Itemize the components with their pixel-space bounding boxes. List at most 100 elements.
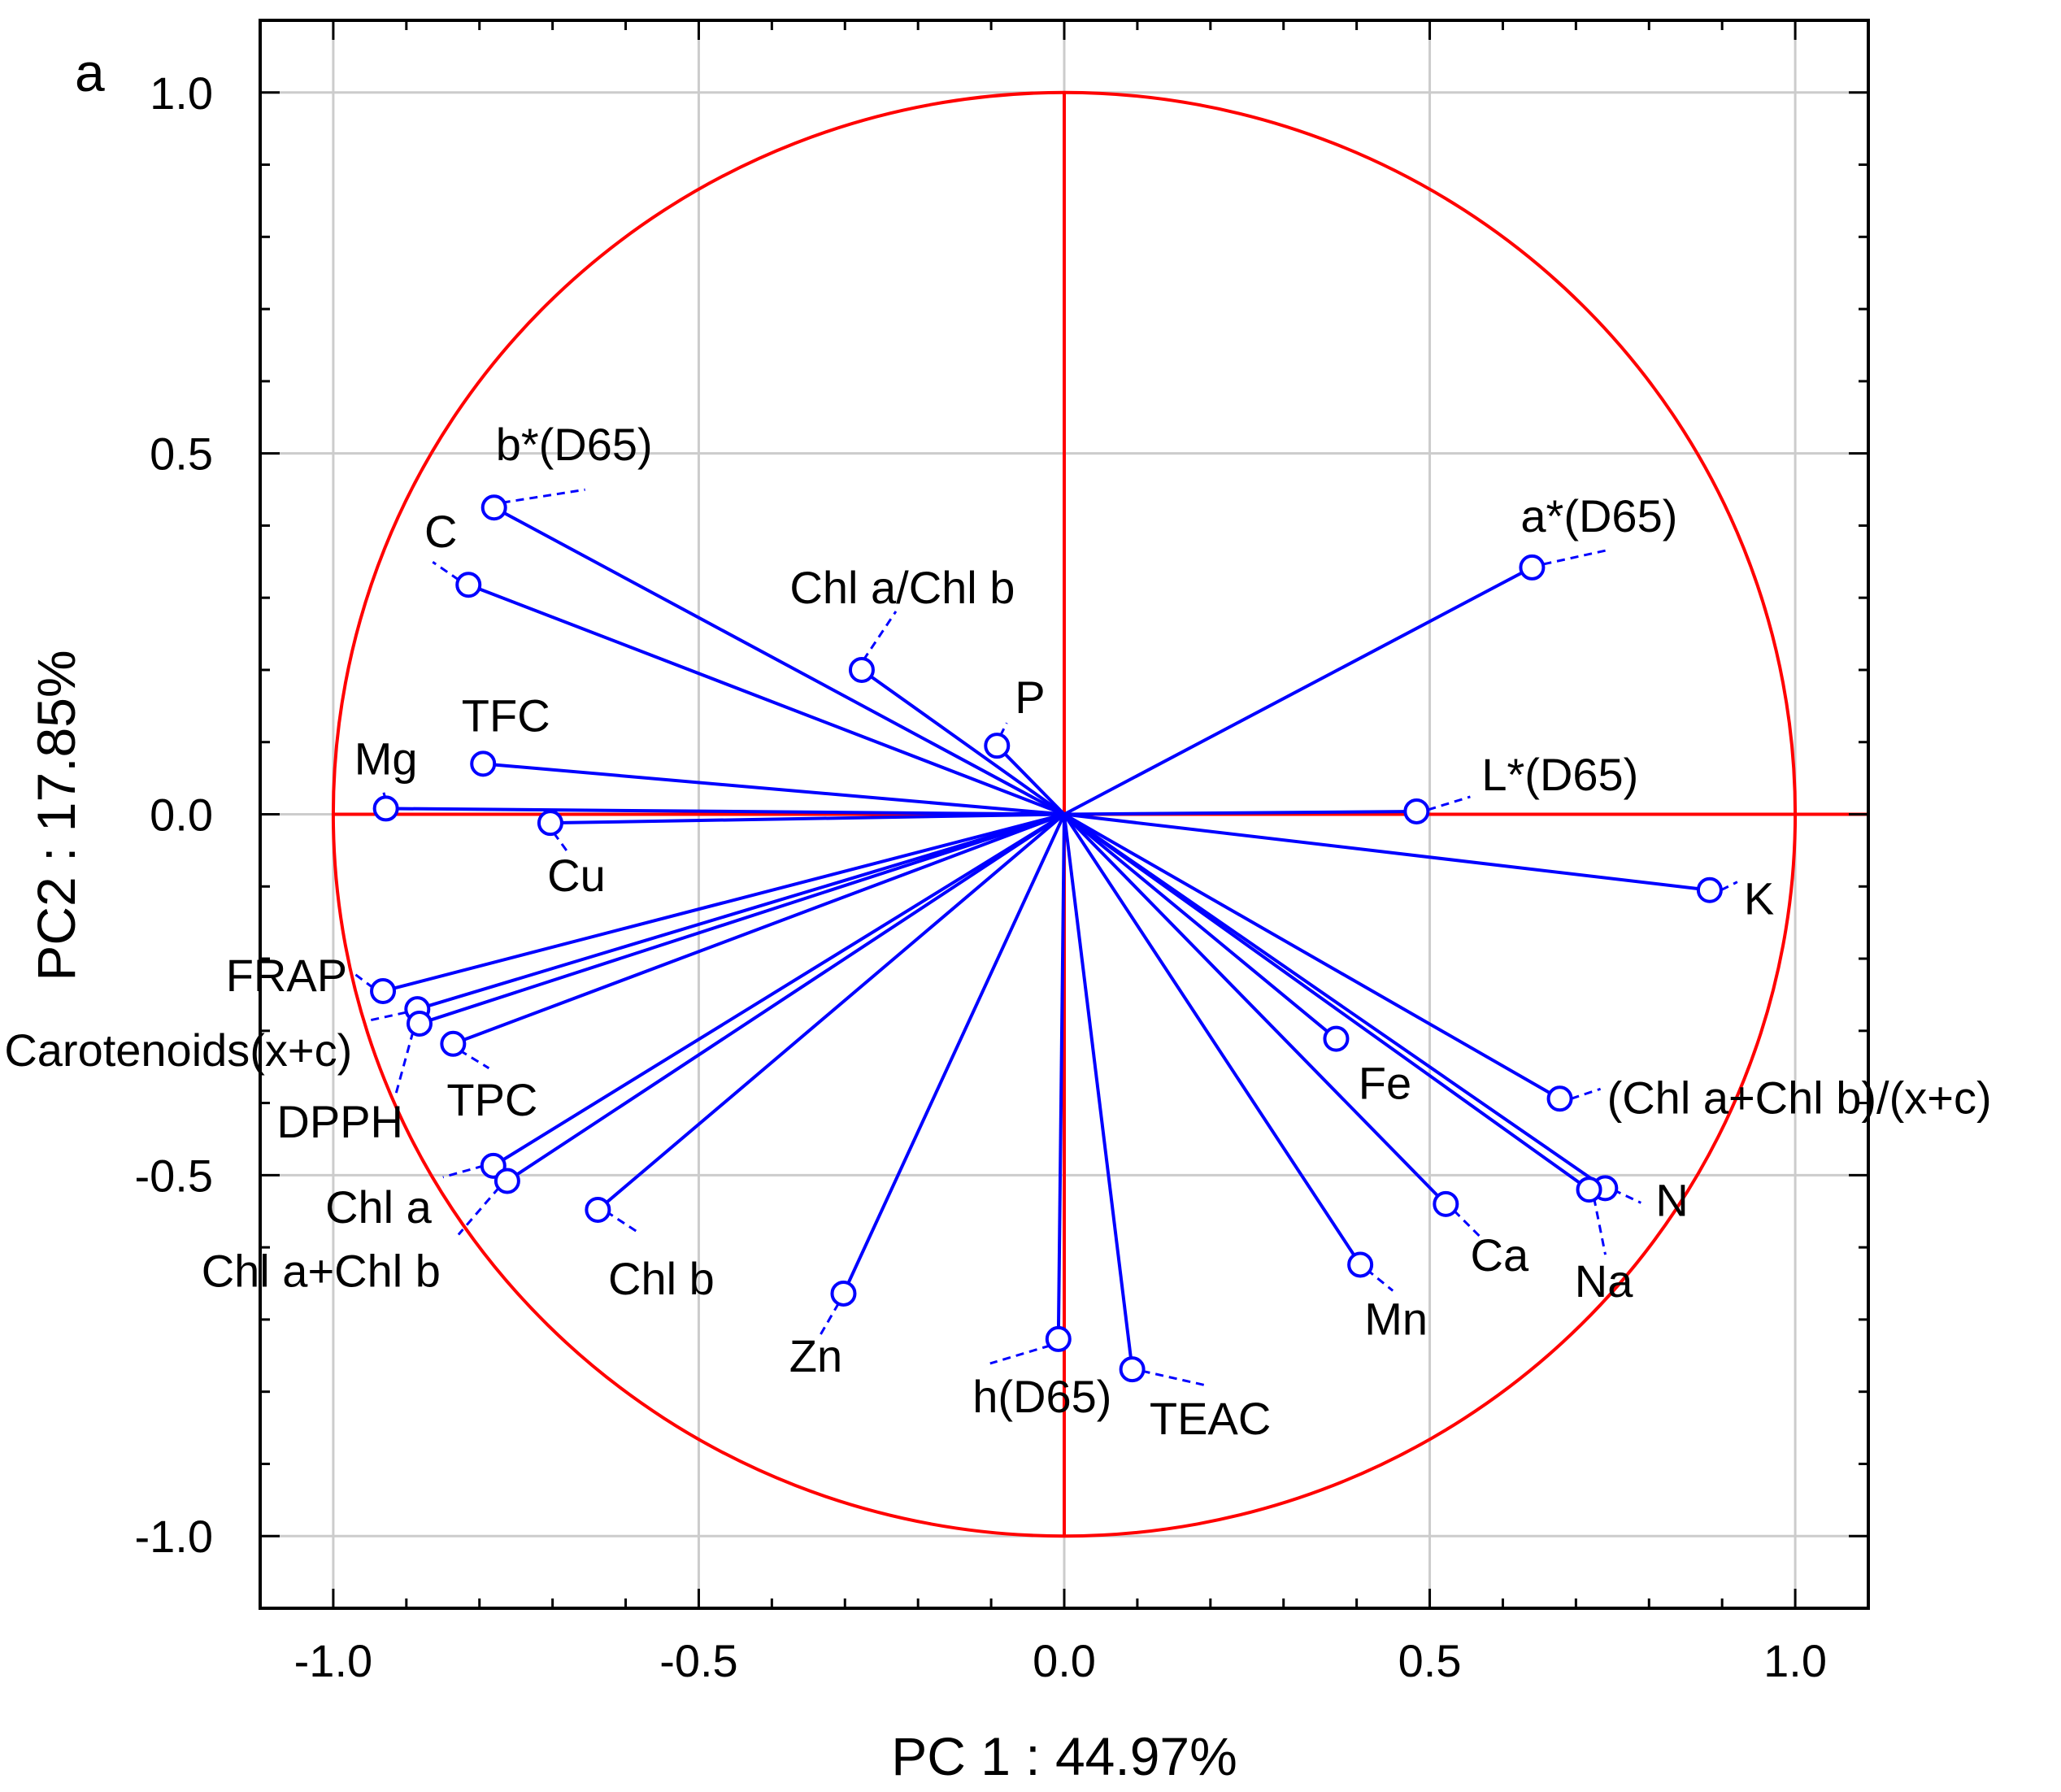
marker-mg <box>372 795 399 822</box>
label-fe: Fe <box>1359 1058 1411 1109</box>
label-dpph: DPPH <box>276 1096 403 1147</box>
vector-chl-a-chl-b <box>506 812 1066 1183</box>
marker-mn <box>1347 1251 1374 1278</box>
leader-c <box>432 560 460 581</box>
leader-dpph <box>394 1031 415 1098</box>
leader-tpc <box>459 1049 490 1070</box>
label-tpc: TPC <box>446 1074 537 1125</box>
variable-labels: b*(D65) C Chl a/Chl b Pa*(D65) TFC Mg Cu L*(D65… <box>4 419 1991 1444</box>
marker-na <box>1576 1177 1602 1203</box>
label-frap: FRAP <box>226 950 347 1001</box>
axis-ticks: -1.0 -0.5 0.0 0.5 1.0 -1.0 -0.5 0.0 0.5 1.0 <box>135 20 1868 1686</box>
vector-mg <box>385 807 1065 816</box>
vector-cu <box>550 812 1065 825</box>
vector-p <box>995 744 1066 816</box>
marker-a-d65 <box>1519 554 1546 581</box>
vector-chl-a <box>492 812 1066 1168</box>
leader-n <box>1612 1188 1641 1204</box>
marker-chl-a-chl-b-x-c <box>1546 1085 1573 1112</box>
label-b-d65: b*(D65) <box>496 419 653 470</box>
leader-carotenoids-x-c <box>367 1011 407 1022</box>
label-teac: TEAC <box>1150 1393 1271 1444</box>
leader-chl-a-chl-b <box>862 611 898 661</box>
label-n: N <box>1655 1174 1688 1225</box>
label-chl-a-chl-b: Chl a/Chl b <box>789 562 1015 613</box>
leader-chl-b <box>605 1210 640 1234</box>
marker-cu <box>537 810 563 837</box>
leader-zn <box>820 1303 840 1335</box>
marker-chl-a-chl-b <box>494 1168 520 1194</box>
marker-zn <box>830 1280 857 1307</box>
marker-chl-b <box>585 1196 611 1223</box>
label-p: P <box>1015 672 1045 723</box>
label-mg: Mg <box>354 733 418 784</box>
label-ca: Ca <box>1471 1229 1529 1281</box>
marker-tpc <box>440 1030 467 1057</box>
label-carotenoids-x-c: Carotenoids(x+c) <box>4 1024 352 1076</box>
loading-vectors <box>382 506 1711 1370</box>
leader-a-d65 <box>1543 548 1611 566</box>
vector-ca <box>1063 813 1447 1206</box>
marker-c <box>455 572 482 598</box>
y-tick-label-2: 0.0 <box>150 789 213 841</box>
label-cu: Cu <box>547 850 606 901</box>
label-a-d65: a*(D65) <box>1520 490 1677 542</box>
vector-zn <box>841 813 1066 1294</box>
leader-k <box>1720 881 1738 892</box>
leader-ca <box>1453 1209 1481 1237</box>
vector-b-d65 <box>493 506 1065 816</box>
vector-k <box>1063 812 1711 892</box>
vector-n <box>1063 812 1607 1190</box>
label-h-d65: h(D65) <box>972 1371 1111 1422</box>
x-tick-label-3: 0.5 <box>1398 1635 1462 1686</box>
x-axis-title: PC 1 : 44.97% <box>891 1726 1237 1786</box>
y-tick-label-0: -1.0 <box>135 1511 214 1562</box>
y-tick-label-4: 1.0 <box>150 67 213 119</box>
label-chl-a-chl-b: Chl a+Chl b <box>202 1245 441 1296</box>
label-na: Na <box>1575 1255 1633 1307</box>
marker-frap <box>370 977 397 1004</box>
y-tick-label-1: -0.5 <box>135 1150 214 1201</box>
vector-fe <box>1063 812 1337 1041</box>
leader-b-d65 <box>502 488 585 504</box>
label-chl-a: Chl a <box>325 1181 433 1233</box>
leader-mn <box>1366 1268 1394 1292</box>
leader-chl-a-chl-b <box>457 1186 501 1236</box>
y-axis-title: PC2 : 17.85% <box>26 650 86 981</box>
vector-na <box>1063 812 1590 1191</box>
leader-chl-a-chl-b-x-c <box>1571 1087 1602 1100</box>
marker-p <box>984 733 1011 759</box>
label-tfc: TFC <box>462 689 550 741</box>
vector-chl-a-chl-b <box>860 668 1066 816</box>
leader-h-d65 <box>989 1344 1051 1365</box>
y-tick-label-3: 0.5 <box>150 428 213 480</box>
vector-c <box>467 583 1065 816</box>
vector-mn <box>1063 813 1362 1266</box>
marker-l-d65 <box>1403 798 1430 824</box>
marker-b-d65 <box>480 494 507 521</box>
marker-ca <box>1433 1190 1459 1217</box>
vector-carotenoids-x-c <box>416 812 1065 1011</box>
vector-a-d65 <box>1063 566 1533 816</box>
panel-label: a <box>75 42 105 102</box>
vector-h-d65 <box>1056 814 1066 1339</box>
label-chl-b: Chl b <box>608 1253 715 1304</box>
vector-chl-b <box>597 812 1066 1211</box>
x-tick-label-2: 0.0 <box>1033 1635 1096 1686</box>
marker-dpph <box>407 1010 433 1037</box>
vector-dpph <box>419 812 1065 1025</box>
label-zn: Zn <box>789 1330 842 1381</box>
vector-frap <box>382 812 1065 993</box>
leader-na <box>1593 1197 1607 1255</box>
leader-l-d65 <box>1427 795 1471 811</box>
leader-cu <box>552 832 568 852</box>
label-k: K <box>1744 873 1774 924</box>
label-leaders <box>353 488 1738 1387</box>
vector-teac <box>1063 814 1134 1370</box>
x-tick-label-0: -1.0 <box>294 1635 373 1686</box>
leader-chl-a <box>442 1164 485 1179</box>
vector-l-d65 <box>1063 809 1417 816</box>
marker-chl-a-chl-b <box>848 656 875 683</box>
vector-tpc <box>452 812 1065 1046</box>
